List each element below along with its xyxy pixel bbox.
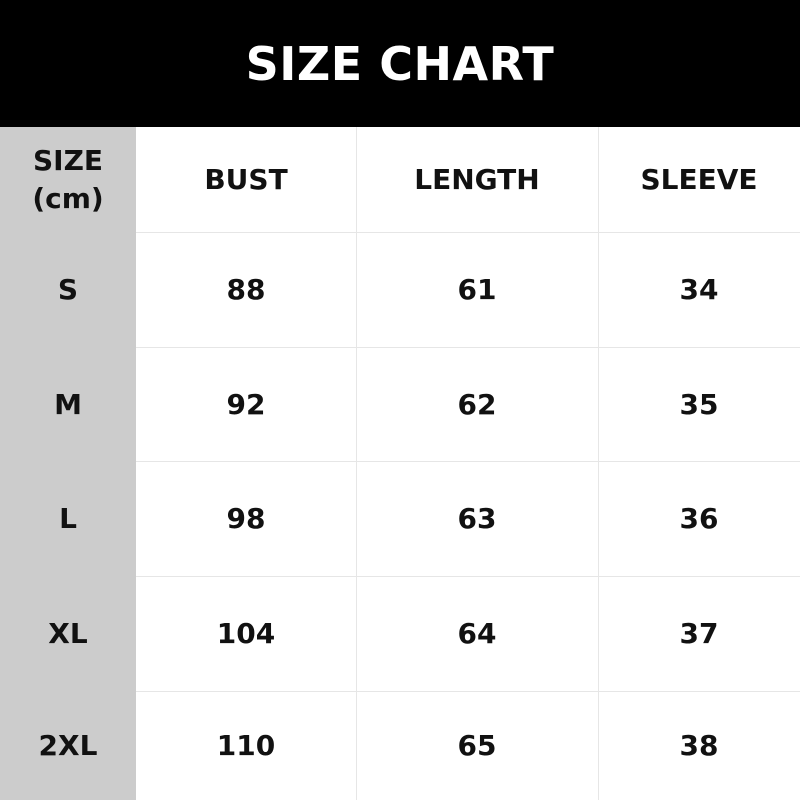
row-size-label: 2XL — [38, 729, 98, 762]
grid-divider — [136, 347, 800, 348]
table-cell: 37 — [679, 617, 719, 650]
table-cell: 35 — [679, 387, 719, 421]
table-cell: 65 — [457, 729, 497, 762]
table-cell: 98 — [226, 502, 266, 535]
grid-divider — [136, 576, 800, 577]
row-size-label: M — [54, 387, 82, 421]
table-cell: 36 — [679, 502, 719, 535]
table-cell: 92 — [226, 387, 266, 421]
table-cell: 64 — [457, 617, 497, 650]
grid-divider — [598, 127, 599, 800]
corner-label: SIZE (cm) — [0, 127, 136, 232]
column-header: BUST — [204, 163, 288, 196]
corner-label-line1: SIZE — [32, 143, 103, 177]
table-cell: 62 — [457, 387, 497, 421]
table-cell: 34 — [679, 273, 719, 306]
row-size-label: L — [59, 502, 77, 535]
table-cell: 110 — [216, 729, 276, 762]
grid-divider — [136, 691, 800, 692]
corner-label-line2: (cm) — [32, 181, 104, 215]
table-cell: 63 — [457, 502, 497, 535]
grid-divider — [136, 461, 800, 462]
row-size-label: XL — [48, 617, 88, 650]
column-header: SLEEVE — [640, 163, 758, 196]
size-chart-title: SIZE CHART — [0, 0, 800, 127]
table-cell: 88 — [226, 273, 266, 306]
grid-divider — [356, 127, 357, 800]
column-header: LENGTH — [414, 163, 540, 196]
size-column-background — [0, 127, 136, 800]
table-cell: 38 — [679, 729, 719, 762]
row-size-label: S — [57, 273, 79, 306]
grid-divider — [136, 232, 800, 233]
table-cell: 104 — [216, 617, 276, 650]
table-cell: 61 — [457, 273, 497, 306]
